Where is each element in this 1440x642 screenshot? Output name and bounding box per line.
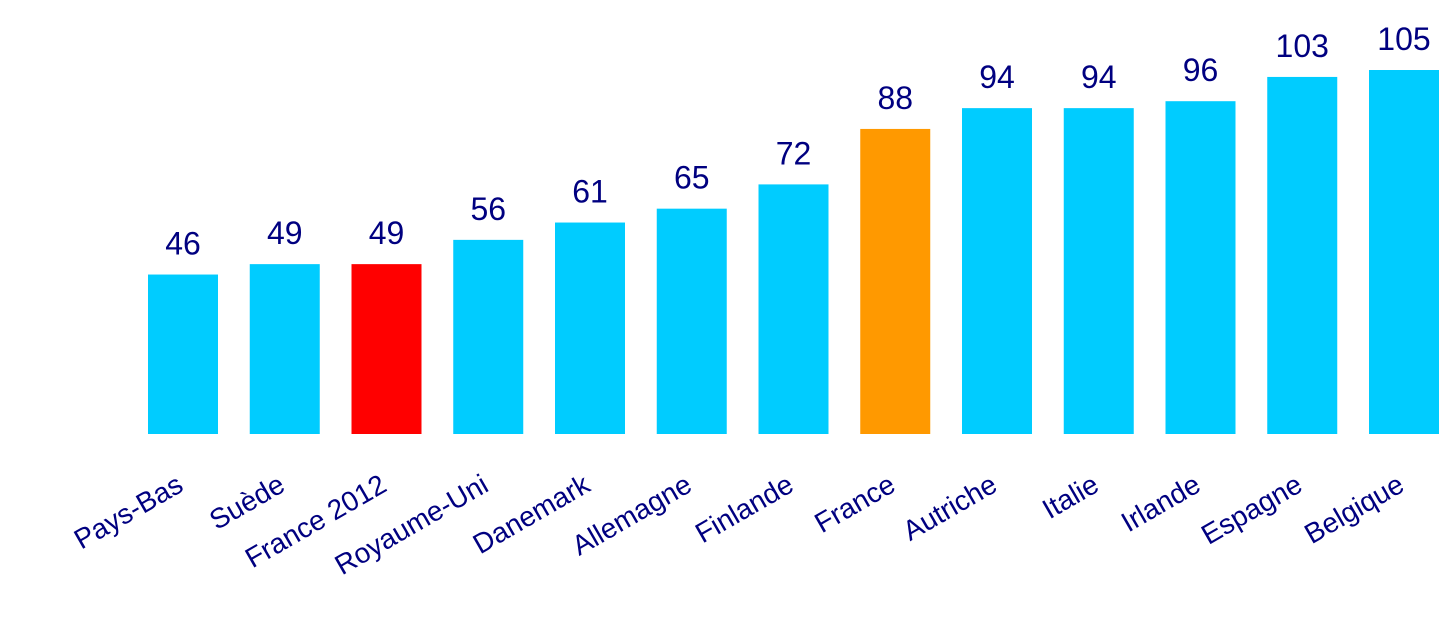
x-tick-label: Finlande <box>690 468 799 549</box>
bar <box>1165 101 1236 434</box>
bar <box>962 108 1032 434</box>
x-tick-label: Irlande <box>1116 468 1206 538</box>
value-label: 94 <box>1081 59 1117 95</box>
x-tick-label: France <box>809 468 900 538</box>
value-label: 46 <box>165 226 201 262</box>
x-tick-label: Autriche <box>898 468 1002 546</box>
value-label: 49 <box>267 215 303 251</box>
value-label: 49 <box>369 215 405 251</box>
value-label: 96 <box>1183 52 1219 88</box>
bar <box>1267 76 1338 434</box>
value-label: 103 <box>1276 28 1329 64</box>
bar <box>555 222 625 434</box>
x-tick-label: Belgique <box>1299 468 1409 549</box>
value-label: 56 <box>470 191 506 227</box>
x-tick-label: Pays-Bas <box>69 468 188 555</box>
value-label: 94 <box>979 59 1015 95</box>
value-label: 61 <box>572 174 608 210</box>
bar <box>1063 108 1134 434</box>
bar <box>1369 70 1439 434</box>
value-label: 105 <box>1377 21 1430 57</box>
bar <box>453 239 524 434</box>
bar <box>656 208 727 434</box>
x-tick-label: Espagne <box>1196 468 1307 550</box>
x-tick-label: Italie <box>1037 468 1104 524</box>
bar <box>351 264 422 434</box>
bar <box>249 264 320 434</box>
value-label: 65 <box>674 160 710 196</box>
bar <box>758 184 829 434</box>
bar <box>860 128 931 434</box>
bar <box>148 274 218 434</box>
value-label: 72 <box>776 135 812 171</box>
value-label: 88 <box>877 80 913 116</box>
